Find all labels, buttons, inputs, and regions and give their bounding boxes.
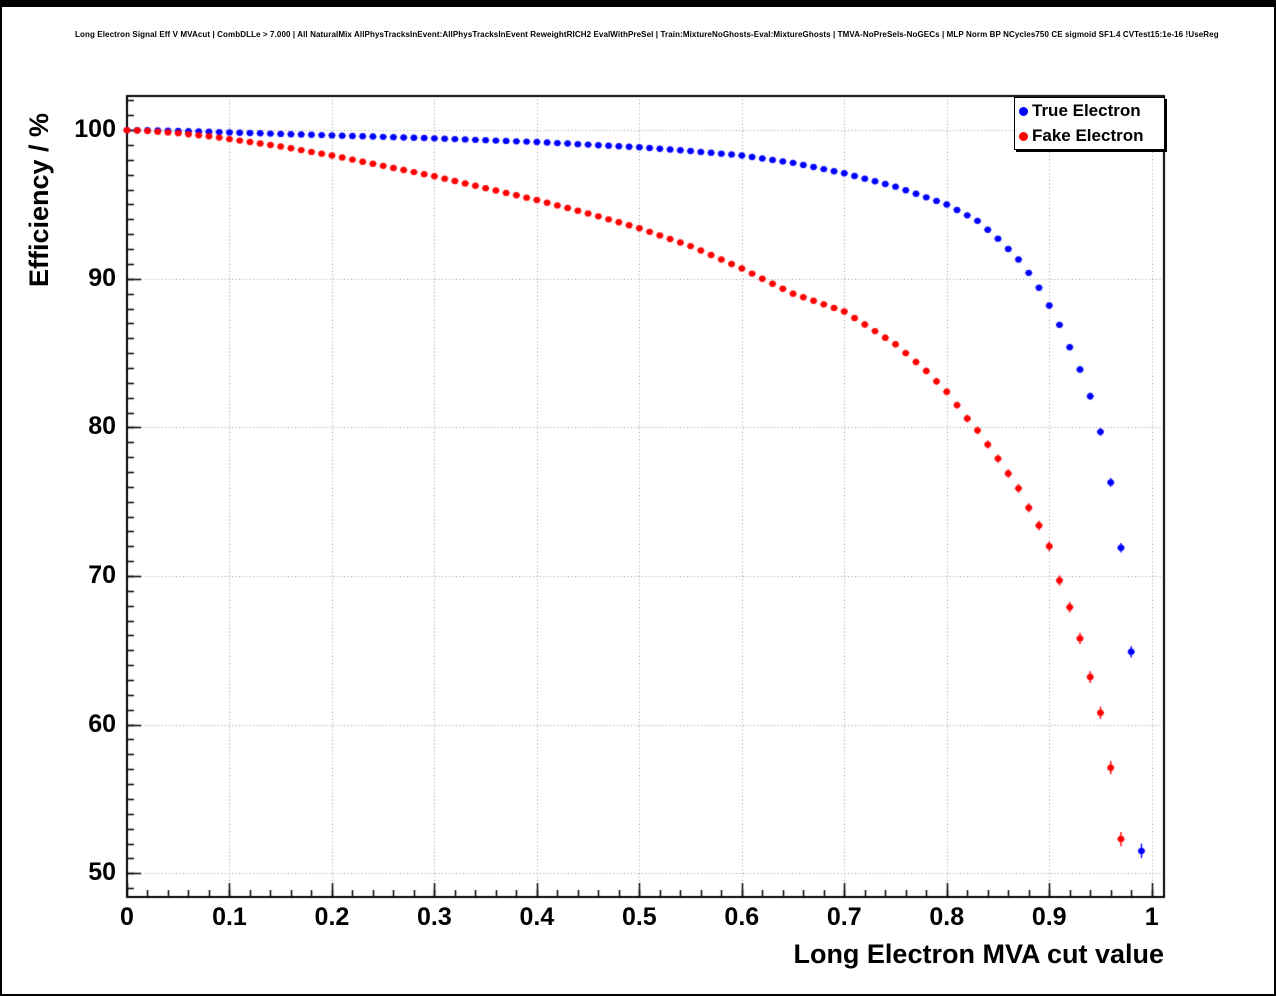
- legend-entry-true-electron: True Electron: [1015, 99, 1164, 124]
- legend-label-true-electron: True Electron: [1032, 101, 1141, 120]
- window-border-top: [0, 0, 1276, 7]
- true-electron-marker-icon: [1019, 106, 1028, 116]
- window-border-left: [0, 0, 2, 996]
- fake-electron-marker-icon: [1019, 131, 1028, 141]
- legend: True Electron Fake Electron: [1014, 97, 1165, 150]
- chart-title: Long Electron Signal Eff V MVAcut | Comb…: [75, 30, 1219, 39]
- window-border-bottom: [0, 994, 1276, 996]
- x-axis-title: Long Electron MVA cut value: [793, 939, 1164, 969]
- window-border-right: [1274, 0, 1276, 996]
- legend-label-fake-electron: Fake Electron: [1032, 126, 1144, 145]
- y-axis-title: Efficiency / %: [24, 112, 54, 287]
- legend-entry-fake-electron: Fake Electron: [1015, 124, 1164, 149]
